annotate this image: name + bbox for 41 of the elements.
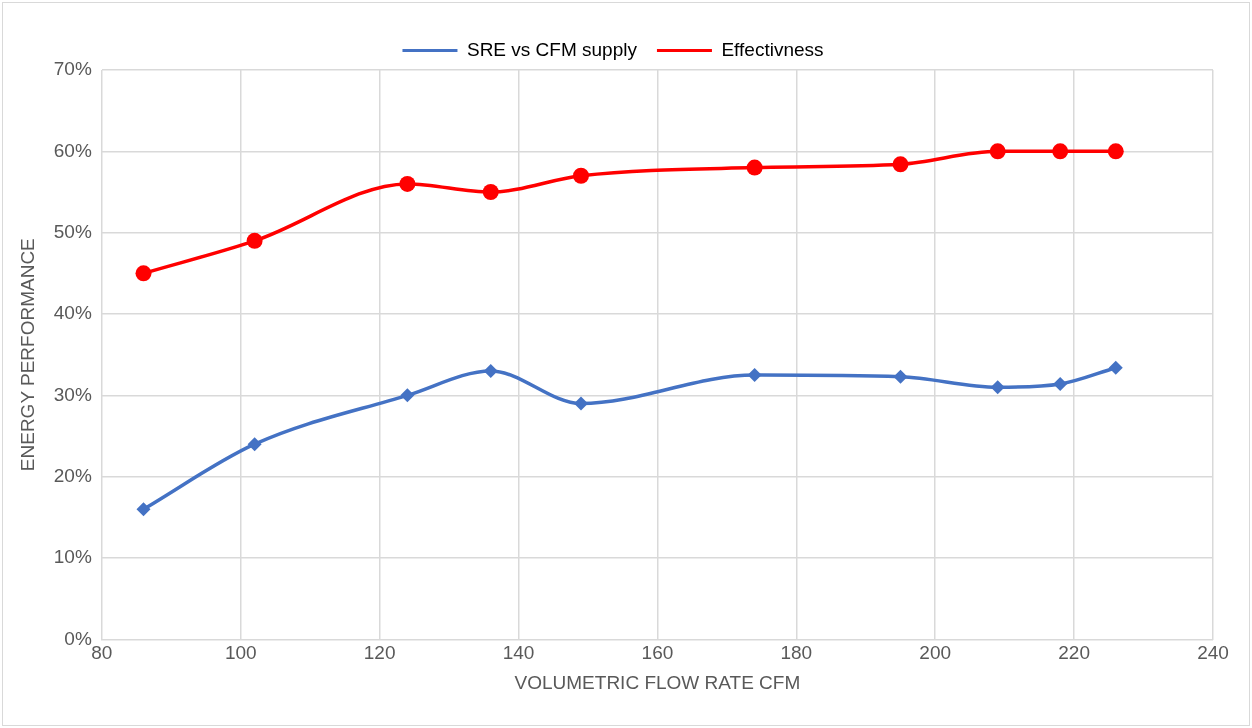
point bbox=[483, 363, 498, 378]
point bbox=[573, 167, 590, 184]
y-tick-label: 70% bbox=[53, 58, 92, 80]
y-tick-label: 60% bbox=[53, 139, 92, 161]
point bbox=[400, 388, 415, 403]
point bbox=[247, 437, 262, 452]
x-tick-label: 220 bbox=[1058, 642, 1090, 664]
y-tick-label: 20% bbox=[53, 464, 92, 486]
x-tick-label: 180 bbox=[780, 642, 813, 664]
point bbox=[1053, 376, 1068, 391]
y-tick-label: 0% bbox=[64, 627, 92, 649]
point bbox=[135, 265, 152, 282]
point bbox=[892, 156, 909, 173]
point bbox=[990, 380, 1005, 395]
y-tick-label: 50% bbox=[53, 220, 92, 242]
point bbox=[989, 143, 1006, 160]
x-tick-label: 100 bbox=[224, 642, 257, 664]
x-tick-label: 120 bbox=[363, 642, 396, 664]
x-tick-label: 240 bbox=[1197, 642, 1229, 664]
point bbox=[246, 232, 263, 249]
point bbox=[1052, 143, 1069, 160]
y-axis-title: ENERGY PERFORMANCE bbox=[16, 238, 38, 472]
x-tick-label: 80 bbox=[91, 642, 113, 664]
y-tick-label: 30% bbox=[53, 383, 92, 405]
x-tick-label: 160 bbox=[641, 642, 674, 664]
point bbox=[1107, 143, 1124, 160]
point bbox=[574, 396, 589, 411]
point bbox=[136, 502, 151, 517]
y-tick-label: 40% bbox=[53, 302, 92, 324]
point bbox=[1108, 360, 1123, 375]
x-tick-label: 200 bbox=[919, 642, 952, 664]
point bbox=[746, 159, 763, 176]
y-tick-label: 10% bbox=[53, 546, 92, 568]
point bbox=[893, 369, 908, 384]
point bbox=[399, 175, 416, 192]
legend-label: SRE vs CFM supply bbox=[466, 38, 638, 60]
x-tick-label: 140 bbox=[502, 642, 535, 664]
x-axis-title: VOLUMETRIC FLOW RATE CFM bbox=[514, 671, 801, 693]
point bbox=[747, 368, 762, 383]
point bbox=[482, 184, 499, 201]
legend-label: Effectivness bbox=[721, 38, 824, 60]
